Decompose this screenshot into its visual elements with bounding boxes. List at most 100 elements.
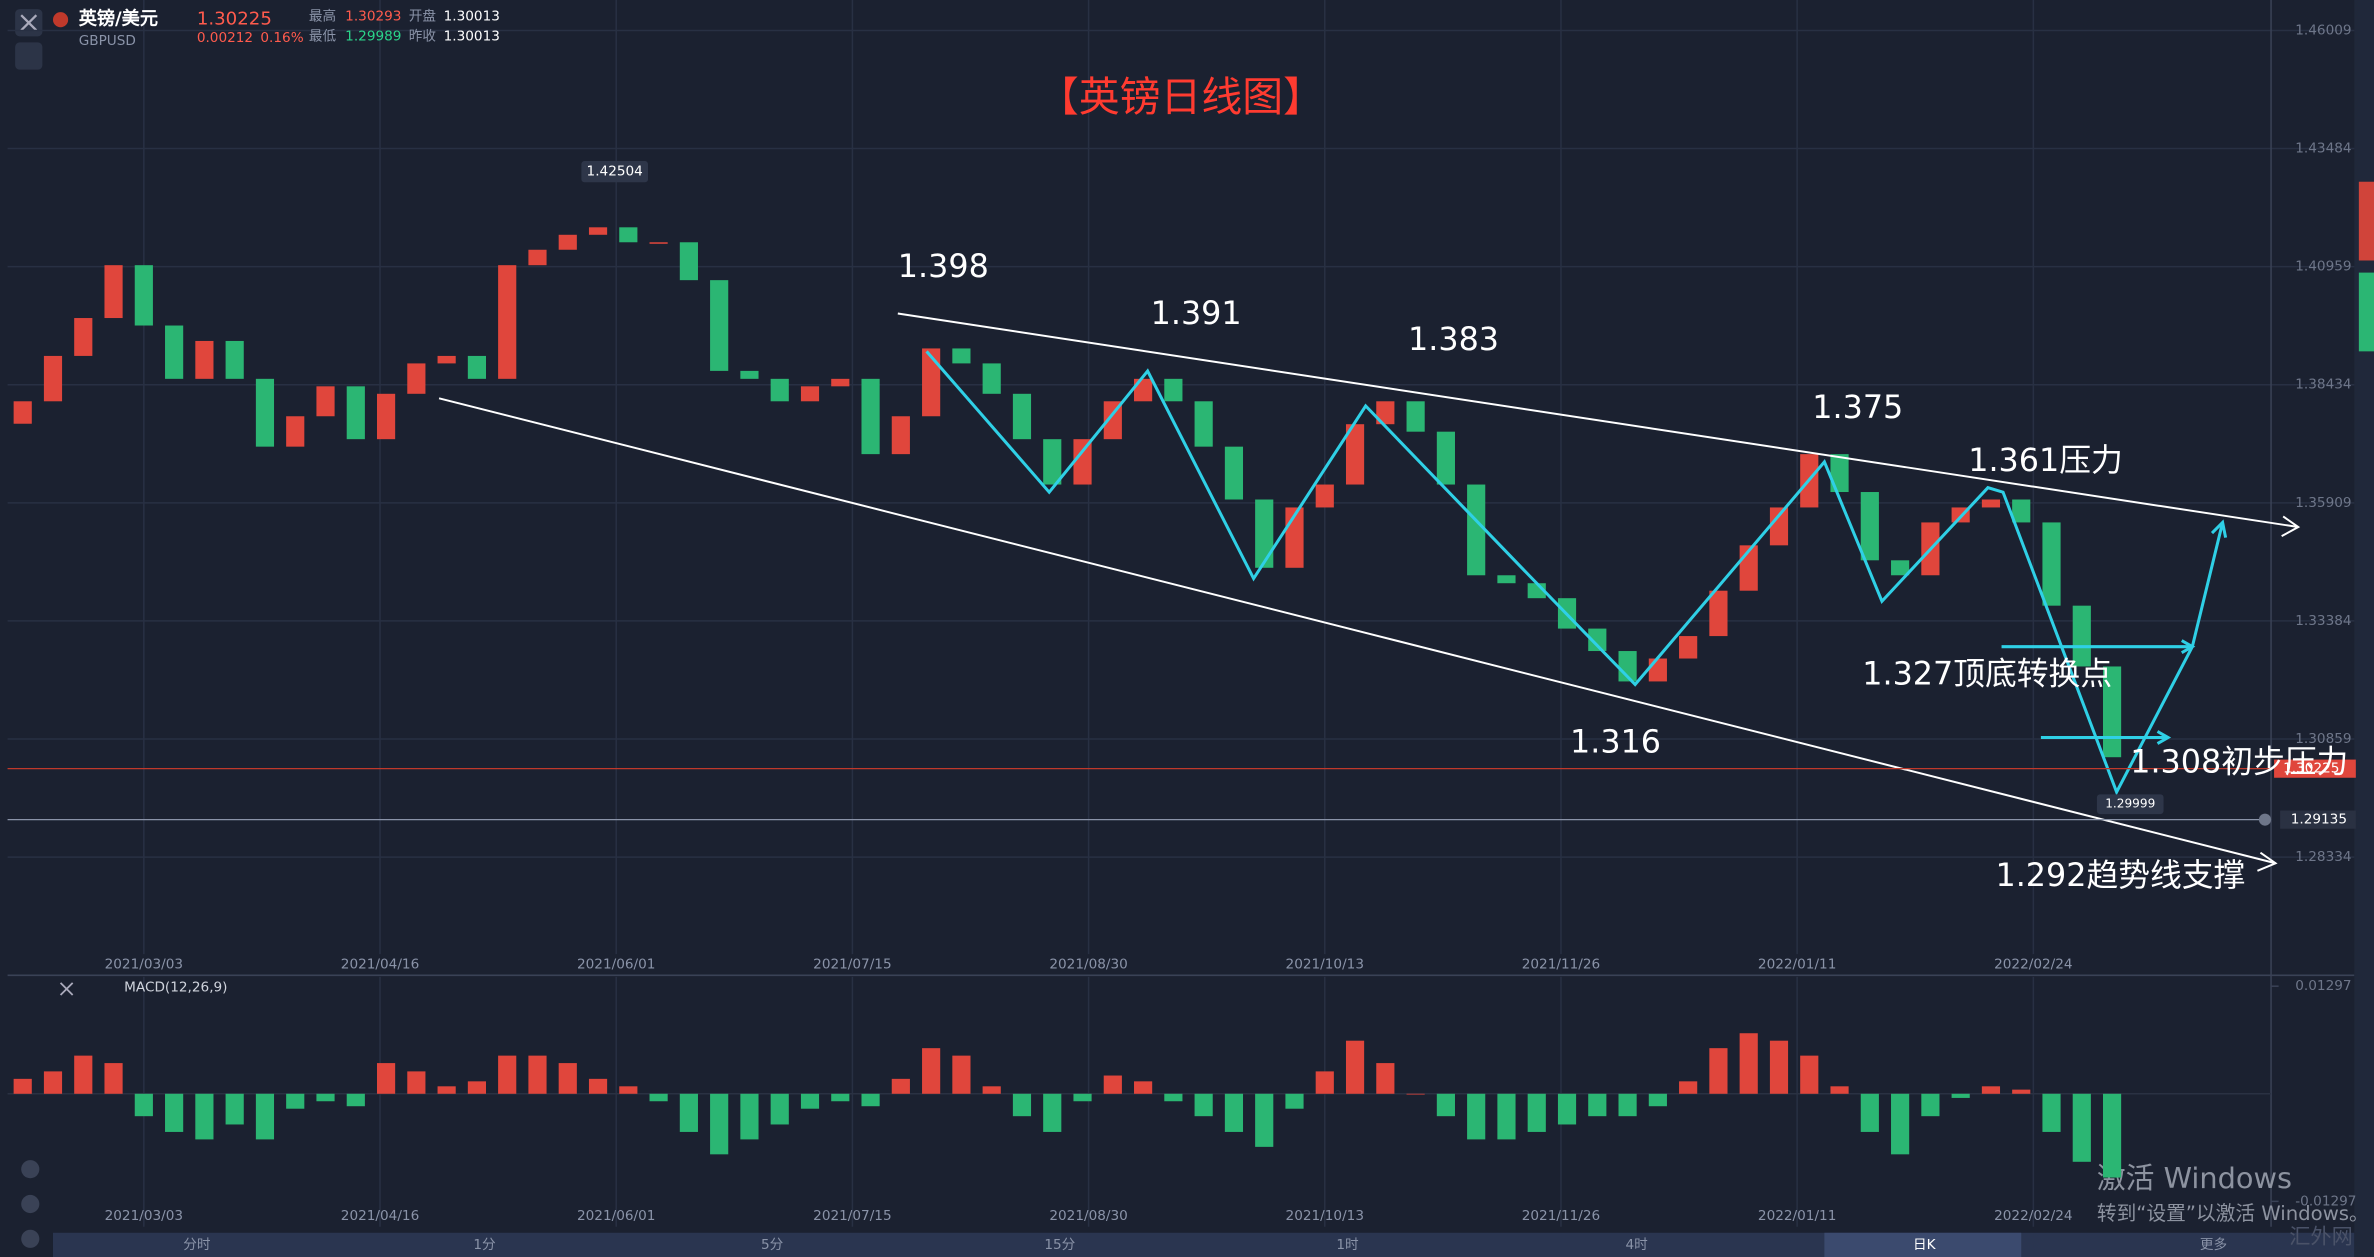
stat-label: 最低 — [309, 28, 337, 44]
candle — [2012, 499, 2031, 523]
watermark: 汇外网 — [2289, 1223, 2353, 1248]
trend-channel — [438, 312, 2301, 872]
macd-bar — [286, 1093, 305, 1109]
macd-bar — [407, 1071, 426, 1094]
period-tab[interactable]: 5分 — [761, 1237, 784, 1253]
candle — [1709, 590, 1728, 637]
sell-button[interactable] — [2358, 181, 2374, 261]
candle — [1255, 499, 1274, 568]
macd-bar — [1951, 1093, 1970, 1098]
tool-icon[interactable] — [21, 1229, 40, 1248]
candle — [740, 370, 759, 379]
last-price: 1.30225 — [197, 9, 272, 30]
macd-bar — [1709, 1048, 1728, 1094]
candle — [1073, 439, 1092, 485]
candle — [952, 348, 971, 364]
candle — [1679, 636, 1698, 659]
x-tick-label: 2021/03/03 — [105, 1208, 183, 1224]
candle — [1891, 560, 1910, 576]
stat-value: 1.30013 — [444, 9, 500, 25]
candle — [588, 227, 608, 235]
y-tick-label: 1.43484 — [2295, 141, 2351, 157]
macd-bar — [2042, 1093, 2061, 1132]
macd-bar — [1255, 1093, 1274, 1147]
alert-tag — [2280, 810, 2356, 829]
period-tab[interactable]: 1分 — [473, 1237, 496, 1253]
alert-icon[interactable] — [2258, 813, 2272, 826]
candle — [982, 363, 1001, 394]
period-tab[interactable]: 1时 — [1336, 1237, 1359, 1253]
x-tick-label: 2022/02/24 — [1994, 1208, 2072, 1224]
macd-bar — [1073, 1093, 1092, 1102]
macd-bar — [982, 1086, 1001, 1094]
period-tab[interactable]: 日K — [1913, 1237, 1937, 1253]
candle — [1012, 393, 1032, 440]
macd-bar — [104, 1063, 123, 1094]
candle — [770, 378, 789, 402]
macd-bar — [346, 1093, 365, 1107]
tool-icon[interactable] — [21, 1194, 40, 1214]
candle — [1043, 439, 1062, 485]
wave-lines — [925, 350, 2228, 796]
stat-value: 1.30293 — [345, 9, 401, 25]
macd-bar — [255, 1093, 275, 1140]
candle — [1376, 401, 1395, 425]
period-tab[interactable]: 更多 — [2200, 1236, 2227, 1253]
macd-bar — [1648, 1093, 1667, 1107]
candle — [1860, 492, 1879, 561]
symbol-code: GBPUSD — [79, 33, 136, 49]
candle — [861, 378, 880, 455]
x-tick-label: 2021/08/30 — [1049, 1208, 1127, 1224]
x-tick-label: 2021/10/13 — [1286, 1208, 1364, 1224]
macd-bar — [376, 1063, 396, 1094]
macd-bar — [710, 1093, 729, 1155]
macd-bar — [13, 1078, 32, 1094]
annotation: 1.292趋势线支撑 — [1995, 857, 2245, 894]
buy-button[interactable] — [2358, 272, 2374, 352]
candle — [1164, 378, 1183, 402]
macd-bar — [1981, 1086, 2001, 1094]
y-tick-label: 1.28334 — [2295, 849, 2351, 865]
candle — [134, 265, 153, 326]
lower-trendline — [438, 397, 2276, 865]
last-price-tag — [2274, 759, 2356, 778]
macd-bar — [1043, 1093, 1062, 1132]
x-tick-label: 2021/03/03 — [105, 957, 183, 973]
macd-bar — [800, 1093, 820, 1109]
x-tick-label: 2021/07/15 — [813, 1208, 891, 1224]
y-tick-label: 1.35909 — [2295, 495, 2351, 511]
macd-bar — [831, 1093, 850, 1102]
macd-bar — [1467, 1093, 1486, 1140]
macd-bar — [1224, 1093, 1244, 1132]
candle — [619, 227, 638, 243]
macd-close[interactable] — [59, 982, 74, 996]
watermark: 转到“设置”以激活 Windows。 — [2097, 1202, 2369, 1225]
annotation: 1.361压力 — [1968, 442, 2123, 479]
period-tab[interactable]: 4时 — [1626, 1237, 1649, 1253]
macd-bar — [225, 1093, 244, 1125]
macd-bar — [1921, 1093, 1940, 1117]
arrow-head — [2180, 639, 2196, 655]
period-tab[interactable]: 分时 — [183, 1237, 211, 1253]
candle — [1769, 507, 1789, 546]
macd-bar — [437, 1086, 456, 1094]
period-tab[interactable]: 15分 — [1044, 1237, 1075, 1253]
candle — [346, 386, 365, 440]
draw-tool[interactable] — [15, 42, 43, 70]
annotation: 1.391 — [1151, 295, 1242, 332]
macd-bar — [1588, 1093, 1607, 1117]
stat-label: 最高 — [309, 8, 336, 25]
symbol-name[interactable]: 英镑/美元 — [79, 8, 158, 30]
x-tick-label: 2021/04/16 — [341, 1208, 419, 1224]
candle — [195, 340, 214, 379]
macd-bar — [679, 1093, 698, 1132]
high-tag — [581, 161, 649, 183]
candle — [407, 363, 426, 394]
price-change: 0.00212 — [197, 30, 253, 46]
candle — [104, 265, 123, 319]
candle — [43, 355, 63, 402]
tool-icon[interactable] — [21, 1160, 40, 1179]
macd-bar — [1315, 1071, 1334, 1094]
